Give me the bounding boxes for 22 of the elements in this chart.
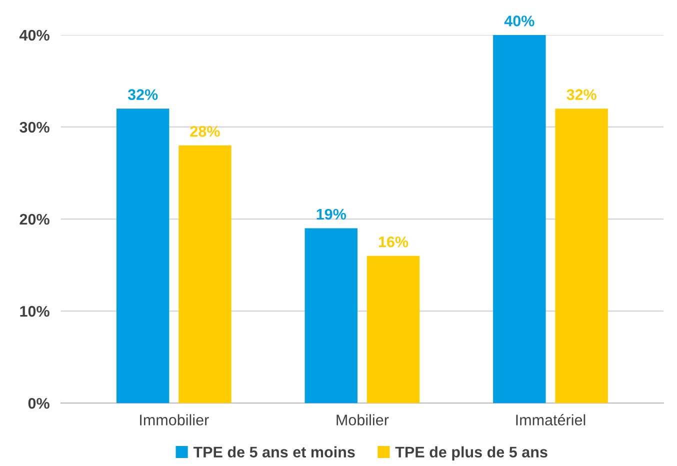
bar: [178, 145, 232, 404]
y-tick-label: 0%: [28, 398, 50, 409]
y-tick-label: 40%: [19, 30, 50, 41]
y-tick-label: 20%: [20, 214, 50, 225]
data-label: 19%: [316, 208, 346, 220]
data-label: 32%: [128, 89, 158, 100]
x-tick-label: Immatériel: [516, 414, 586, 426]
bar: [366, 256, 420, 404]
data-label: 40%: [504, 16, 534, 26]
legend-label: TPE de 5 ans et moins: [193, 446, 355, 458]
legend-label: TPE de plus de 5 ans: [395, 446, 548, 461]
bar: [493, 34, 546, 404]
data-label: 32%: [566, 89, 596, 100]
bar: [116, 108, 170, 404]
y-tick-label: 10%: [20, 306, 50, 317]
x-tick-label: Immobilier: [140, 414, 209, 426]
data-label: 16%: [378, 236, 408, 248]
bar: [304, 228, 358, 404]
data-label: 28%: [190, 126, 220, 137]
y-tick-label: 30%: [20, 122, 50, 133]
x-tick-label: Mobilier: [336, 414, 389, 426]
bar: [555, 108, 608, 404]
